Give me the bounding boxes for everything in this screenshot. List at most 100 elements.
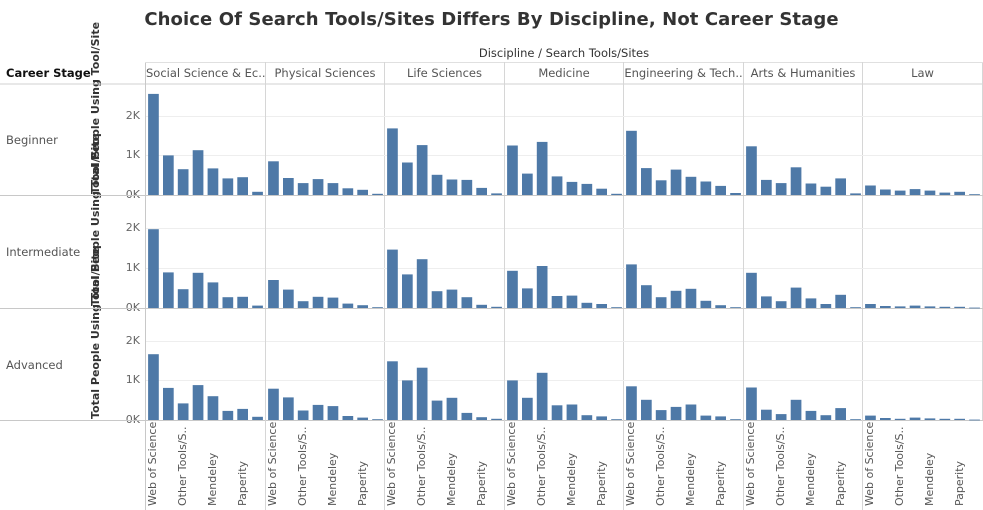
discipline-header: Law [911, 66, 934, 80]
bar [252, 191, 263, 195]
bar [746, 146, 757, 195]
bar [536, 372, 548, 420]
bar [312, 404, 324, 420]
bar [761, 296, 772, 308]
bar [268, 280, 279, 308]
bar [730, 419, 741, 420]
bar [402, 162, 413, 195]
bar [596, 304, 607, 308]
bar [416, 145, 428, 195]
bar [641, 168, 652, 195]
bar [551, 405, 563, 420]
y-tick-label: 2K [125, 108, 140, 122]
bar [805, 183, 817, 195]
bar [148, 93, 159, 195]
bar [491, 306, 502, 308]
bar [746, 272, 757, 308]
bar [507, 380, 518, 420]
bar [835, 294, 846, 308]
bar [730, 193, 741, 195]
bar [507, 270, 518, 308]
bar [163, 155, 174, 195]
bar [551, 296, 563, 308]
bar [715, 305, 726, 308]
bar [387, 361, 398, 420]
bar [522, 397, 533, 420]
bar [611, 193, 622, 195]
bar [192, 385, 204, 420]
bar [207, 168, 219, 195]
bar [954, 191, 965, 195]
bar [761, 409, 772, 420]
career-stage-label-advanced: Advanced [6, 358, 63, 372]
bar [626, 386, 637, 420]
bar [730, 307, 741, 308]
bar [566, 404, 578, 420]
bar [402, 274, 413, 308]
bar [283, 178, 294, 195]
bar [566, 181, 578, 195]
bar [177, 403, 189, 420]
bar [312, 296, 324, 308]
bar [461, 297, 473, 308]
bar [655, 297, 667, 308]
bar [835, 408, 846, 420]
bar [581, 302, 593, 308]
bar [596, 188, 607, 195]
bar [283, 397, 294, 420]
bar [939, 192, 951, 195]
bar [237, 296, 248, 308]
bar [402, 380, 413, 420]
bar [372, 307, 383, 308]
bar [790, 167, 802, 195]
bar [865, 415, 876, 420]
bar [207, 282, 219, 308]
bar [177, 289, 189, 308]
bar [670, 169, 682, 195]
bar [775, 183, 787, 195]
bar [387, 128, 398, 195]
bar [880, 418, 891, 420]
bar [327, 183, 339, 195]
bar [372, 419, 383, 420]
bar [626, 264, 637, 308]
bar [611, 307, 622, 308]
bar [626, 130, 637, 195]
bar [207, 396, 219, 420]
y-tick-label: 1K [125, 147, 140, 161]
bar [954, 418, 965, 420]
y-tick-label: 2K [125, 220, 140, 234]
bar [222, 410, 234, 420]
bar [342, 188, 354, 195]
bar [700, 300, 712, 308]
bar [775, 301, 787, 308]
y-tick-label: 2K [125, 333, 140, 347]
discipline-header: Engineering & Tech.. [624, 66, 743, 80]
bar [641, 285, 652, 308]
bar [522, 173, 533, 195]
bar [670, 406, 682, 420]
bar [880, 189, 891, 195]
bar [342, 303, 354, 308]
bar [237, 177, 248, 195]
row-field-title: Career Stage [6, 66, 91, 80]
bar [909, 417, 921, 420]
bar [507, 145, 518, 195]
bar [924, 190, 936, 195]
bar [894, 418, 906, 420]
bar [670, 290, 682, 308]
bar [342, 416, 354, 420]
bar [805, 298, 817, 308]
bar [820, 415, 832, 420]
career-stage-label-intermediate: Intermediate [6, 245, 81, 259]
bar [536, 141, 548, 195]
bar [297, 183, 309, 195]
bar [909, 305, 921, 308]
bar [551, 176, 563, 195]
bar [252, 416, 263, 420]
bar [163, 272, 174, 308]
bar [880, 306, 891, 308]
bar [775, 414, 787, 420]
bar [163, 387, 174, 420]
